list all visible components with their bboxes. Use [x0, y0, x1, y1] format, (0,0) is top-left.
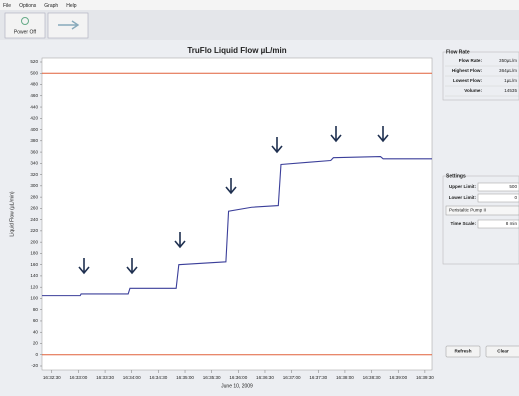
x-tick-label: 16:33:30 [96, 375, 114, 380]
time-scale-field[interactable] [477, 219, 519, 229]
plot-area [41, 57, 433, 371]
y-tick-label: 420 [30, 116, 38, 121]
y-tick-label: 520 [30, 59, 38, 64]
y-tick-label: 280 [30, 194, 38, 199]
menu: File Options Graph Help [3, 3, 77, 9]
x-tick-label: 16:33:00 [69, 375, 87, 380]
flow-label: Flow Rate: [459, 58, 483, 63]
setting-label: Upper Limit: [449, 184, 477, 189]
pump-select-text: Peristaltic Pump II [449, 208, 486, 213]
y-tick-label: 360 [30, 149, 38, 154]
y-tick-label: 20 [33, 341, 39, 346]
time-scale-label: Time Scale: [451, 221, 477, 226]
y-tick-label: 480 [30, 82, 38, 87]
y-tick-label: 340 [30, 161, 38, 166]
arrow [330, 126, 342, 143]
x-axis-label: June 10, 2009 [221, 383, 253, 389]
y-tick-label: 500 [30, 70, 38, 75]
annotation-arrows [78, 126, 389, 275]
y-tick-label: 260 [30, 206, 38, 211]
y-tick-label: 180 [30, 251, 38, 256]
x-tick-label: 16:37:30 [309, 375, 327, 380]
y-tick-label: 320 [30, 172, 38, 177]
menu-bar [0, 0, 519, 10]
flow-line [42, 156, 432, 297]
flow-label: Highest Flow: [452, 68, 483, 73]
arrow [377, 126, 389, 143]
flow-label: Volume: [464, 88, 482, 93]
y-tick-label: 160 [30, 262, 38, 267]
setting-field[interactable] [477, 182, 519, 192]
flow-value: 1µL/m [504, 78, 517, 83]
x-tick-label: 16:34:00 [123, 375, 141, 380]
y-tick-label: 220 [30, 228, 38, 233]
y-tick-label: 300 [30, 183, 38, 188]
flow-value: 364µL/m [499, 68, 517, 73]
menu-item[interactable]: Options [19, 3, 37, 9]
arrow [271, 137, 283, 154]
y-tick-label: 60 [33, 318, 39, 323]
y-tick-label: 140 [30, 273, 38, 278]
arrow [225, 178, 237, 195]
arrow [174, 232, 186, 249]
setting-value: 500 [509, 184, 517, 189]
flow-group-title: Flow Rate [446, 49, 470, 55]
arrow [78, 258, 90, 275]
y-tick-label: 40 [33, 329, 39, 334]
x-tick-label: 16:37:00 [283, 375, 301, 380]
button[interactable] [445, 345, 481, 358]
time-scale-value: 8 min [506, 221, 518, 226]
side-panel [440, 42, 519, 394]
settings-group [442, 175, 519, 265]
connect-icon [58, 20, 80, 30]
setting-field[interactable] [477, 193, 519, 203]
x-tick-label: 16:35:00 [176, 375, 194, 380]
flow-label: Lowest Flow: [453, 78, 483, 83]
flow-value: 350µL/m [499, 58, 517, 63]
power-icon [21, 17, 29, 25]
x-tick-label: 16:38:30 [363, 375, 381, 380]
x-tick-label: 16:38:00 [336, 375, 354, 380]
button-label: Refresh [454, 349, 471, 354]
button[interactable] [485, 345, 519, 358]
y-tick-label: 120 [30, 284, 38, 289]
power-label: Power Off [14, 29, 37, 35]
setting-label: Lower Limit: [449, 195, 477, 200]
menu-item[interactable]: File [3, 3, 11, 9]
plot: -20 0 20 40 60 80 100 120 140 160 180 200 220 240 260 2… [30, 59, 434, 380]
x-tick-label: 16:39:30 [416, 375, 434, 380]
x-tick-label: 16:36:00 [229, 375, 247, 380]
pump-select[interactable] [445, 205, 519, 216]
settings-group-title: Settings [446, 173, 466, 179]
y-tick-label: 200 [30, 239, 38, 244]
y-tick-label: 400 [30, 127, 38, 132]
y-tick-label: 100 [30, 296, 38, 301]
x-tick-label: 16:36:30 [256, 375, 274, 380]
flow-group [442, 51, 519, 101]
side-content: Flow Rate: 350µL/m Highest Flow: 364µL/m Low… [445, 58, 519, 358]
y-axis-label: Liquid Flow (µL/min) [9, 191, 15, 236]
y-tick-label: -20 [31, 363, 38, 368]
chart-title: TruFlo Liquid Flow µL/min [187, 46, 286, 55]
setting-value: 0 [514, 195, 517, 200]
arrow [126, 258, 138, 275]
y-tick-label: 80 [33, 307, 39, 312]
flow-value: 14535 [504, 88, 517, 93]
y-tick-label: 460 [30, 93, 38, 98]
x-tick-label: 16:35:30 [203, 375, 221, 380]
y-tick-label: 380 [30, 138, 38, 143]
button-label: Clear [497, 349, 509, 354]
y-tick-label: 240 [30, 217, 38, 222]
menu-item[interactable]: Help [66, 3, 77, 9]
x-tick-label: 16:39:00 [389, 375, 407, 380]
y-tick-label: 440 [30, 104, 38, 109]
y-tick-label: 0 [35, 352, 38, 357]
menu-item[interactable]: Graph [44, 3, 58, 9]
x-tick-label: 16:34:30 [149, 375, 167, 380]
x-tick-label: 16:32:30 [43, 375, 61, 380]
